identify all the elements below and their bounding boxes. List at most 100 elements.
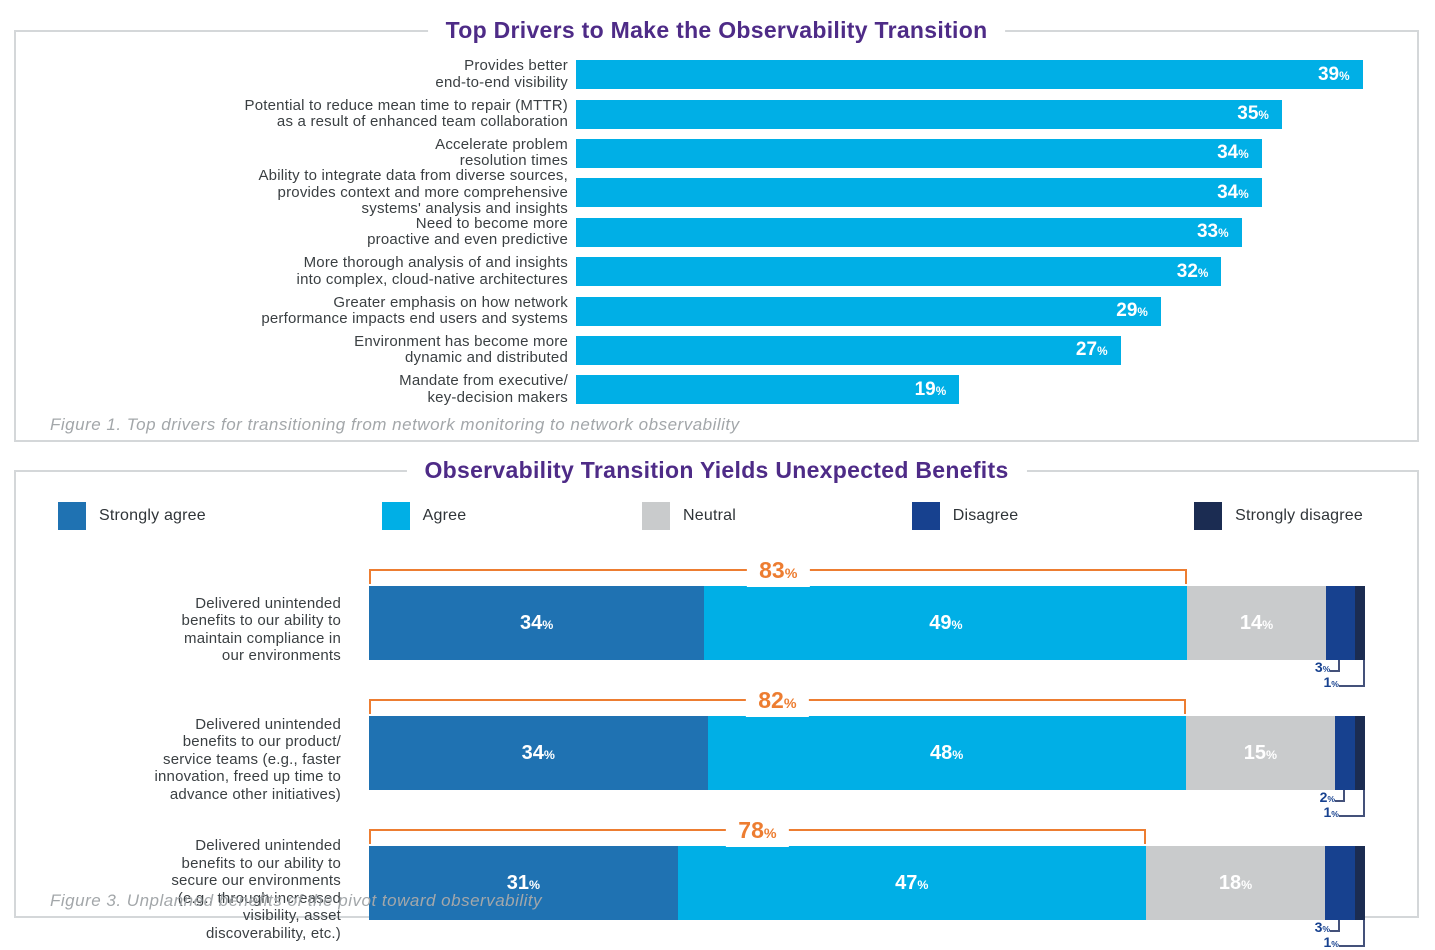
segment-neutral: 18% (1145, 846, 1326, 920)
segment-value: 14% (1239, 611, 1274, 634)
callout-area: 2% 1% (369, 790, 1365, 820)
callout-connector-line (1335, 790, 1346, 802)
percent-sign: % (952, 747, 964, 762)
percent-sign: % (783, 696, 797, 712)
figure1-caption: Figure 1. Top drivers for transitioning … (50, 415, 740, 434)
legend-swatch-disagree (911, 502, 940, 530)
callout-value: 1% (1323, 804, 1339, 820)
callout-value: 1% (1323, 674, 1339, 690)
bar: 32% (576, 257, 1222, 287)
percent-sign: % (542, 617, 554, 632)
bar-track: 34% (576, 178, 1415, 208)
bar-label: Provides better end-to-end visibility (435, 57, 568, 91)
callout-disagree: 3% (1315, 920, 1341, 934)
bar-row: Potential to reduce mean time to repair … (24, 94, 1415, 133)
stacked-bar-label: Delivered unintended benefits to our abi… (181, 594, 341, 665)
callout-area: 3% 1% (369, 920, 1365, 950)
legend-item-agree: Agree (381, 502, 467, 530)
bar: 34% (576, 178, 1262, 208)
bar-label: Greater emphasis on how network performa… (261, 293, 568, 328)
legend-label: Neutral (683, 507, 736, 524)
bar-label: Mandate from executive/ key-decision mak… (399, 372, 568, 406)
stacked-bar-row: Delivered unintended benefits to our abi… (24, 817, 1417, 950)
legend-item-disagree: Disagree (911, 502, 1019, 530)
callout-connector-line (1339, 920, 1365, 947)
callout-strongly-disagree: 1% (1323, 920, 1365, 950)
legend-label: Agree (422, 507, 467, 524)
percent-sign: % (1262, 617, 1274, 632)
bar-value: 34% (1217, 181, 1249, 203)
segment-value: 48% (930, 741, 964, 764)
legend-swatch-agree (381, 502, 410, 530)
bar-track: 29% (576, 296, 1415, 326)
bar-row: Ability to integrate data from diverse s… (24, 167, 1415, 217)
percent-sign: % (784, 566, 798, 582)
stacked-bar-label: Delivered unintended benefits to our pro… (154, 715, 341, 803)
figure1-panel: Top Drivers to Make the Observability Tr… (14, 15, 1419, 442)
percent-sign: % (1197, 266, 1209, 280)
callout-connector-line (1339, 790, 1365, 817)
percent-sign: % (951, 617, 963, 632)
percent-sign: % (1331, 809, 1339, 819)
percent-sign: % (1241, 877, 1253, 892)
legend-swatch-neutral (642, 502, 671, 530)
stacked-bar-row: Delivered unintended benefits to our pro… (24, 687, 1417, 820)
agree-total-value: 82% (746, 687, 809, 717)
percent-sign: % (917, 877, 929, 892)
bar-label: Accelerate problem resolution times (435, 135, 568, 170)
callout-strongly-disagree: 1% (1323, 790, 1365, 820)
bar: 19% (576, 375, 960, 405)
segment-strongly-agree: 34% (369, 586, 705, 660)
percent-sign: % (528, 877, 541, 892)
figure1-title: Top Drivers to Make the Observability Tr… (427, 15, 1006, 45)
bar-value: 39% (1317, 63, 1350, 85)
bar-label: Potential to reduce mean time to repair … (244, 96, 568, 131)
agree-total-bracket: 82% (369, 687, 1186, 717)
callout-value: 1% (1323, 934, 1339, 950)
legend-swatch-strongly-disagree (1194, 502, 1223, 530)
bar-row: Accelerate problem resolution times 34% (24, 134, 1415, 173)
legend-item-strongly-agree: Strongly agree (58, 502, 206, 530)
segment-value: 31% (506, 871, 541, 894)
callout-disagree: 3% (1315, 660, 1341, 674)
callout-strongly-disagree: 1% (1323, 660, 1365, 690)
segment-agree: 49% (704, 586, 1188, 660)
callout-area: 3% 1% (369, 660, 1365, 690)
bar: 35% (576, 99, 1282, 129)
segment-strongly-disagree (1355, 716, 1365, 790)
segment-strongly-disagree (1355, 586, 1365, 660)
bar-track: 39% (576, 60, 1415, 90)
benefits-stacked-bar-chart: Delivered unintended benefits to our abi… (24, 557, 1417, 950)
percent-sign: % (1322, 924, 1331, 934)
callout-value: 2% (1319, 789, 1336, 805)
segment-value: 15% (1243, 741, 1278, 764)
bar: 34% (576, 138, 1262, 168)
callout-connector-line (1330, 920, 1341, 932)
legend-item-neutral: Neutral (642, 502, 736, 530)
legend: Strongly agree Agree Neutral Disagree Strong… (58, 502, 1363, 530)
bar-track: 27% (576, 335, 1415, 365)
segment-strongly-agree: 34% (369, 716, 708, 790)
bar-value: 35% (1237, 103, 1269, 125)
bar: 39% (576, 60, 1363, 90)
bar-track: 35% (576, 99, 1415, 129)
percent-sign: % (1266, 747, 1278, 762)
percent-sign: % (1339, 69, 1350, 83)
figure3-panel: Observability Transition Yields Unexpect… (14, 455, 1419, 949)
segment-disagree (1325, 846, 1355, 920)
percent-sign: % (1137, 306, 1148, 320)
bar-label: Ability to integrate data from diverse s… (258, 167, 568, 218)
legend-label: Strongly agree (99, 507, 206, 524)
segment-value: 47% (895, 871, 929, 894)
figure3-title: Observability Transition Yields Unexpect… (406, 455, 1027, 485)
stacked-bar-area: 83% 34% 49% 14% 3% 1% (369, 557, 1365, 690)
bar-row: More thorough analysis of and insights i… (24, 252, 1415, 291)
percent-sign: % (1238, 187, 1249, 201)
segment-strongly-agree: 31% (369, 846, 678, 920)
bar-label: Environment has become more dynamic and … (354, 332, 568, 367)
top-drivers-bar-chart: Provides better end-to-end visibility 39%… (24, 55, 1415, 410)
percent-sign: % (1331, 679, 1339, 689)
bar-value: 32% (1176, 260, 1209, 282)
segment-agree: 47% (677, 846, 1146, 920)
bar: 27% (576, 335, 1121, 365)
